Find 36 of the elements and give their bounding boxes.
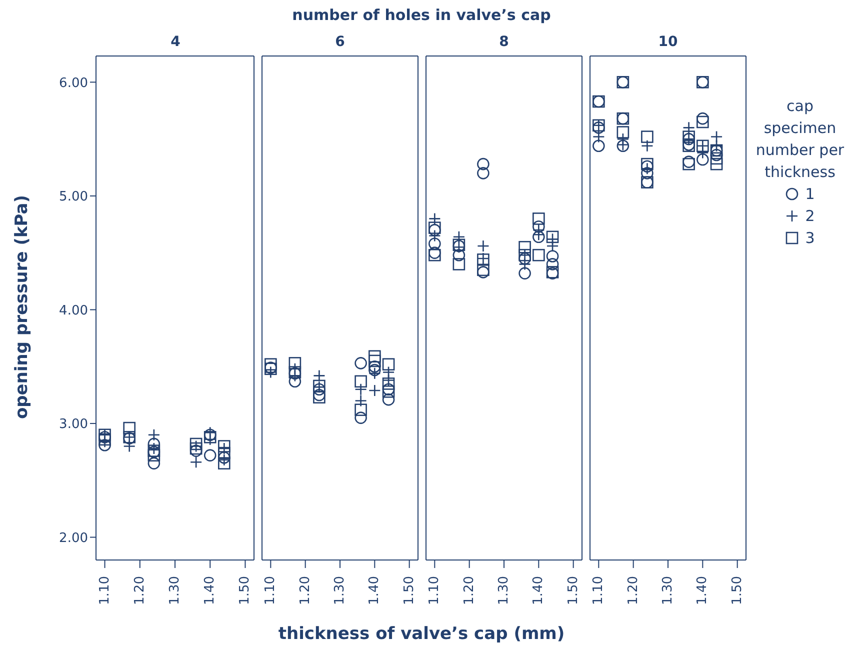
chart-title: 4 — [170, 34, 182, 50]
y-tick-label: 6.00 — [59, 76, 88, 91]
x-tick-label: 1.40 — [695, 576, 710, 605]
x-tick-label: 1.20 — [298, 576, 313, 605]
legend-label: 3 — [805, 228, 815, 249]
x-tick-label: 1.10 — [427, 576, 442, 605]
x-tick-label: 1.20 — [626, 576, 641, 605]
y-tick-label: 4.00 — [59, 303, 88, 318]
y-tick-label: 2.00 — [59, 530, 88, 546]
y-tick-label: 3.00 — [59, 417, 88, 432]
x-tick-label: 1.40 — [367, 576, 382, 605]
y-tick-label: 5.00 — [59, 190, 88, 205]
x-tick-label: 1.30 — [496, 576, 512, 605]
x-tick-label: 1.50 — [238, 576, 253, 605]
y-axis-title: opening pressure (kPa) — [12, 194, 32, 420]
x-axis-title: thickness of valve’s cap (mm) — [277, 624, 566, 644]
x-tick-label: 1.40 — [531, 576, 546, 605]
x-tick-label: 1.20 — [132, 576, 148, 605]
legend-label: 2 — [805, 206, 815, 227]
text: number of holes in valve’s cap — [291, 6, 552, 24]
x-tick-label: 1.10 — [97, 576, 112, 605]
x-tick-label: 1.20 — [462, 576, 477, 605]
x-tick-label: 1.10 — [263, 576, 278, 605]
x-tick-label: 1.30 — [168, 576, 182, 605]
chart-title: 8 — [498, 34, 510, 50]
legend-label: 1 — [805, 184, 815, 205]
legend-title: cap specimen number per thickness — [754, 96, 846, 183]
chart-title: 10 — [657, 34, 679, 50]
chart-title: 6 — [334, 34, 346, 50]
x-tick-label: 1.50 — [402, 576, 417, 605]
x-tick-label: 1.50 — [730, 576, 745, 605]
x-tick-label: 1.40 — [202, 576, 218, 605]
x-tick-label: 1.30 — [660, 576, 676, 605]
x-tick-label: 1.10 — [591, 576, 606, 605]
x-tick-label: 1.30 — [332, 576, 348, 605]
x-tick-label: 1.50 — [566, 576, 581, 605]
